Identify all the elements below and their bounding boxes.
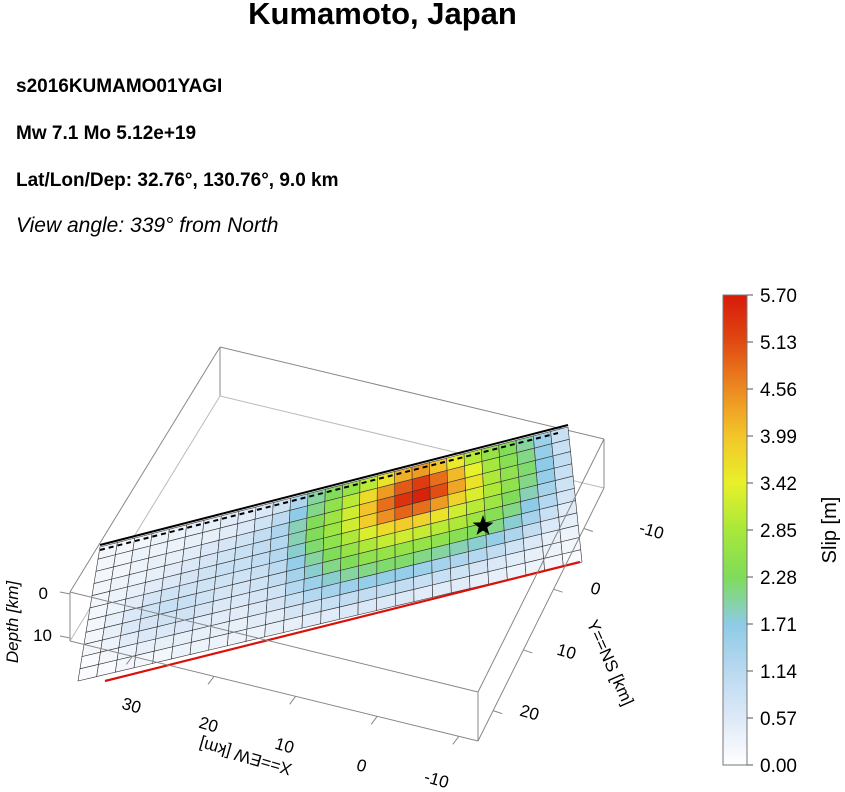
x-tick-label: -10 [422,767,451,792]
x-tick-label: 20 [197,713,220,736]
hypocenter-star [472,515,494,535]
y-axis-label: Y==NS [km] [583,617,638,708]
x-tick [207,675,215,685]
y-tick-label: 0 [588,578,602,599]
x-tick-label: 30 [120,694,143,717]
y-tick [492,710,503,715]
surface-trace [99,424,569,546]
colorbar-tick-label: 2.85 [760,521,797,542]
colorbar-tick-label: 3.42 [760,474,797,495]
colorbar-tick-label: 3.99 [760,427,797,448]
z-tick-label: 10 [33,626,52,645]
bounding-box-front [69,438,605,742]
magnitude-text: Mw 7.1 Mo 5.12e+19 [16,123,197,144]
colorbar-tick-label: 0.57 [760,709,797,730]
z-tick-label: 0 [39,584,48,603]
y-tick [523,649,533,654]
colorbar-tick-label: 0.00 [760,756,797,777]
event-id: s2016KUMAMO01YAGI [16,76,223,97]
colorbar-label: Slip [m] [819,497,841,564]
x-tick-label: 10 [273,734,296,757]
x-tick [289,695,297,705]
location-text: Lat/Lon/Dep: 32.76°, 130.76°, 9.0 km [16,170,339,191]
colorbar-tick-label: 1.14 [760,662,797,683]
y-tick-label: -10 [637,518,666,543]
z-axis-label: Depth [km] [3,580,22,663]
x-tick [126,655,133,665]
z-tick [59,591,71,595]
colorbar-tick-label: 1.71 [760,615,797,636]
box-edge [69,591,479,693]
colorbar: 5.70 5.13 4.56 3.99 3.42 2.85 2.28 1.71 1.14 0.57… [722,286,841,777]
box-edge [477,438,605,693]
box-edge [69,346,221,593]
colorbar-tick-label: 5.70 [760,286,797,307]
box-edge [477,487,605,742]
box-edge [219,346,605,440]
fault-plane [77,424,583,683]
z-tick [59,635,71,639]
chart-title: Kumamoto, Japan [248,0,517,31]
x-tick-label: 0 [354,755,368,776]
colorbar-tick-label: 4.56 [760,380,797,401]
y-tick-label: 20 [518,701,541,724]
y-tick-label: 10 [555,640,578,663]
y-tick [583,528,593,532]
fault-projection-line [104,560,581,683]
colorbar-scale [722,294,748,766]
y-tick [553,588,563,593]
x-tick [452,735,460,745]
colorbar-tick-label: 2.28 [760,568,797,589]
x-tick [370,715,378,725]
surface-trace-dashed [99,432,559,551]
box-edge [69,640,479,742]
colorbar-tick-label: 5.13 [760,333,797,354]
view-angle-text: View angle: 339° from North [16,214,279,237]
